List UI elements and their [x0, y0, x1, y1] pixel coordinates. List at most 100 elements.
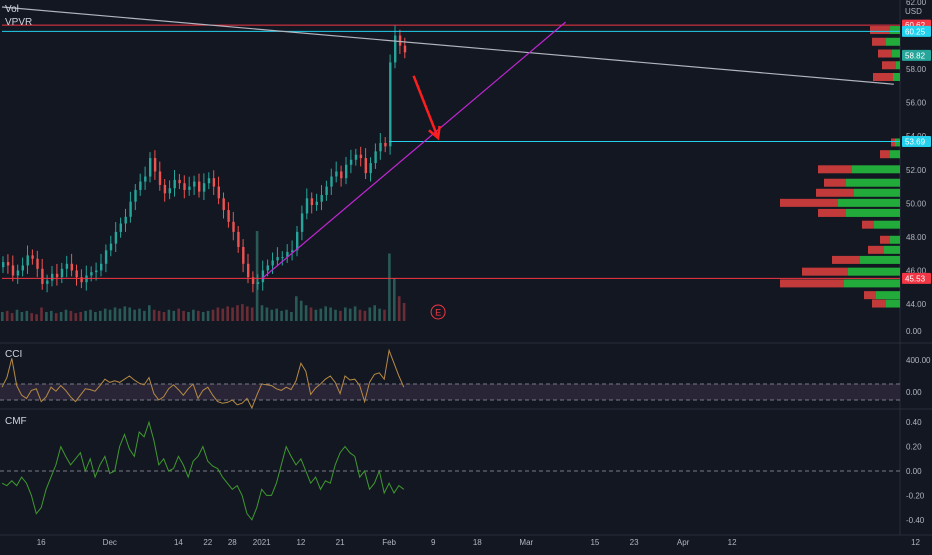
vpvr-buy-bar: [860, 255, 900, 264]
candle-body: [188, 186, 191, 190]
volume-indicator-label[interactable]: Vol: [5, 4, 19, 15]
volume-bar: [373, 305, 376, 321]
time-tick-label: 22: [203, 538, 212, 547]
price-tick-label: 58.00: [906, 65, 927, 74]
volume-bar: [15, 309, 19, 321]
volume-bar: [353, 306, 357, 321]
grid-lines: [0, 0, 932, 536]
cci-pane: 400.00 0.00: [0, 348, 931, 410]
candle-body: [41, 268, 44, 284]
volume-bar: [197, 310, 200, 321]
volume-bar: [1, 312, 4, 321]
drawing-lines[interactable]: E: [1, 6, 900, 320]
vpvr-sell-bar: [872, 37, 886, 46]
candle-body: [36, 258, 39, 269]
volume-bar: [54, 313, 58, 321]
volume-bar: [167, 309, 171, 321]
volume-bar: [290, 312, 293, 321]
candle-body: [153, 158, 157, 172]
candle-body: [384, 142, 387, 147]
price-badge-label: 45.53: [905, 274, 926, 283]
price-badge-label: 53.69: [905, 137, 926, 146]
volume-bar: [20, 312, 24, 321]
candle-body: [222, 198, 225, 211]
candle-body: [173, 179, 176, 189]
cmf-tick-label: 0.00: [906, 467, 922, 476]
candle-body: [85, 275, 88, 283]
candle-body: [247, 263, 250, 278]
volume-bar: [113, 307, 117, 321]
price-tick-label: 48.00: [906, 233, 927, 242]
volume-bar: [138, 308, 141, 321]
candle-body: [340, 171, 343, 179]
volume-bar: [368, 307, 372, 321]
time-tick-label: Dec: [103, 538, 117, 547]
cci-tick-label: 0.00: [906, 388, 922, 397]
vpvr-sell-bar: [872, 299, 886, 308]
candle-body: [70, 263, 73, 271]
price-badge: [902, 49, 931, 61]
earnings-marker-circle: [430, 304, 446, 320]
cci-line: [1, 348, 405, 410]
vpvr-buy-bar: [874, 220, 900, 229]
candle-body: [193, 181, 196, 187]
vpvr-indicator-label[interactable]: VPVR: [5, 17, 33, 28]
price-tick-label: 44.00: [906, 300, 927, 309]
candle-body: [237, 231, 240, 247]
candle-body: [325, 186, 328, 195]
candle-body: [100, 263, 103, 271]
candle-body: [168, 188, 171, 194]
candle-body: [369, 163, 372, 174]
trendline: [261, 21, 566, 280]
volume-profile: [780, 26, 900, 308]
candle-body: [286, 252, 289, 258]
arrow-shaft: [412, 75, 440, 139]
volume-bar: [295, 296, 298, 321]
volume-bar: [118, 308, 122, 321]
price-tick-label: 46.00: [906, 266, 927, 275]
volume-bar: [94, 312, 97, 321]
cmf-indicator-label[interactable]: CMF: [5, 416, 27, 427]
volume-bar: [358, 309, 362, 321]
volume-bar: [255, 231, 259, 321]
volume-bar: [285, 309, 288, 321]
volume-bar: [314, 309, 318, 321]
vpvr-buy-bar: [893, 73, 900, 82]
candle-body: [139, 181, 142, 190]
volume-bar: [393, 278, 396, 321]
candle-body: [158, 171, 162, 185]
vpvr-buy-bar: [852, 165, 900, 174]
candle-body: [55, 273, 59, 278]
cmf-pane: 0.40 0.20 0.00 -0.20 -0.40: [0, 418, 925, 525]
candle-body: [109, 243, 113, 251]
cci-indicator-label[interactable]: CCI: [5, 349, 23, 360]
volume-bar: [211, 309, 215, 321]
volume-bar: [162, 312, 166, 321]
candle-body: [305, 198, 309, 214]
volume-bar: [143, 310, 146, 321]
volume-bar: [246, 306, 249, 321]
volume-bar: [388, 253, 391, 321]
candle-body: [276, 257, 279, 261]
candle-body: [320, 194, 323, 202]
volume-bar: [348, 308, 352, 321]
vpvr-buy-bar: [854, 188, 900, 197]
candle-body: [31, 255, 34, 259]
vpvr-sell-bar: [816, 188, 854, 197]
candle-body: [217, 186, 220, 199]
price-badge-label: 60.62: [905, 21, 926, 30]
time-axis: 16 Dec 14 22 28 2021 12 21 Feb 9 18 Mar 15 23 Apr 12 12: [37, 538, 921, 547]
volume-bar: [45, 312, 48, 321]
time-tick-label: 16: [37, 538, 46, 547]
volume-bar: [152, 309, 156, 321]
candle-body: [398, 35, 402, 46]
volume-bar: [270, 309, 274, 321]
candle-body: [124, 216, 127, 224]
price-badge-label: 58.82: [905, 51, 926, 60]
candle-body: [291, 250, 294, 253]
candle-body: [227, 210, 230, 222]
time-tick-label: 15: [590, 538, 599, 547]
vpvr-buy-bar: [892, 49, 900, 58]
